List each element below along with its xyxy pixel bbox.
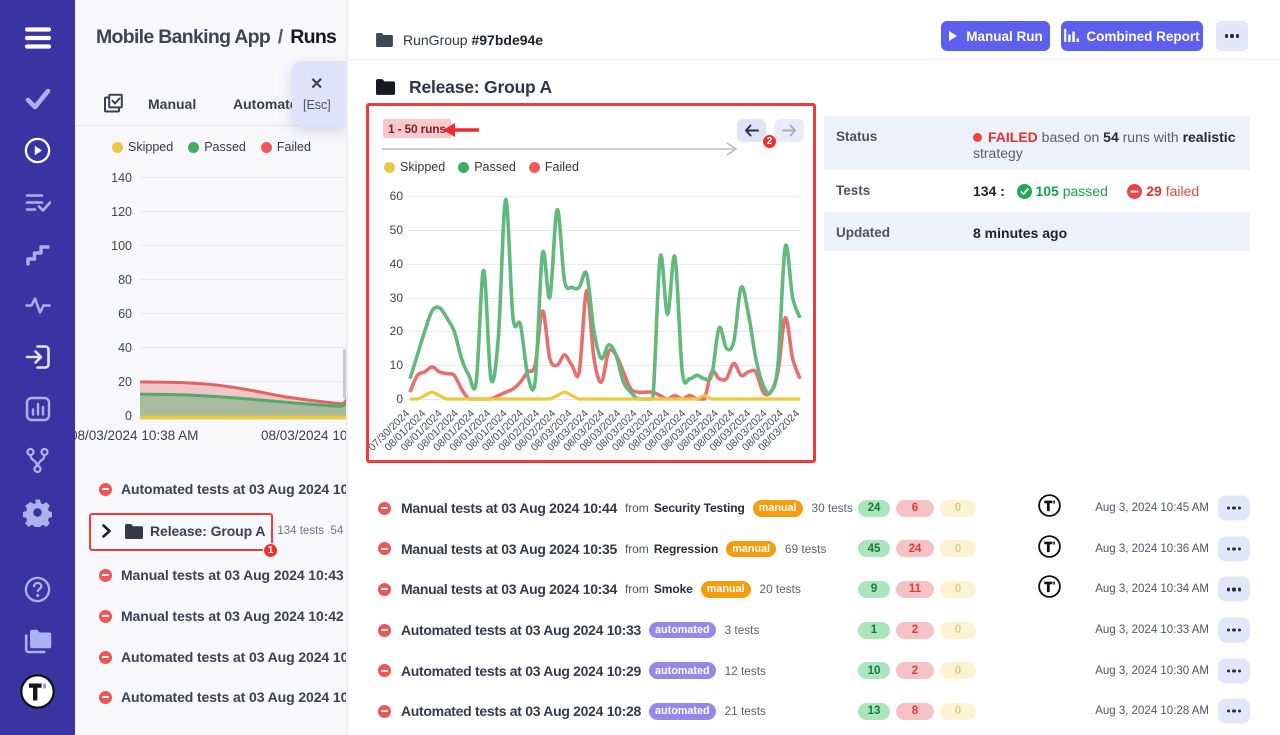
svg-text:120: 120 xyxy=(111,205,132,219)
svg-text:80: 80 xyxy=(118,273,132,287)
svg-text:60: 60 xyxy=(390,189,404,203)
svg-text:60: 60 xyxy=(118,307,132,321)
svg-text:40: 40 xyxy=(118,341,132,355)
svg-text:40: 40 xyxy=(390,257,404,271)
svg-text:0: 0 xyxy=(396,392,403,406)
svg-text:140: 140 xyxy=(111,171,132,185)
svg-text:20: 20 xyxy=(118,375,132,389)
svg-text:30: 30 xyxy=(390,291,404,305)
svg-text:50: 50 xyxy=(390,223,404,237)
svg-text:20: 20 xyxy=(390,324,404,338)
svg-text:0: 0 xyxy=(125,409,132,423)
svg-text:10: 10 xyxy=(390,358,404,372)
svg-text:100: 100 xyxy=(111,239,132,253)
